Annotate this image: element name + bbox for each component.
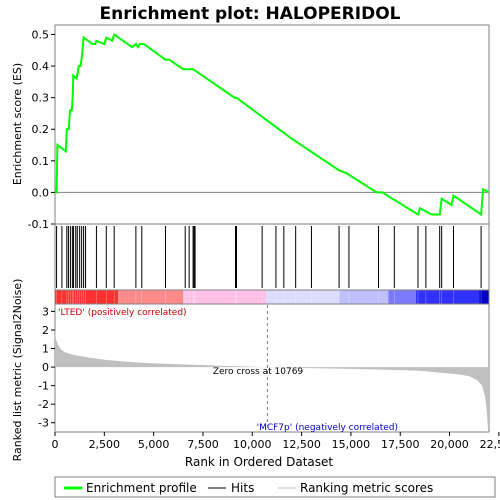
colorbar-segment xyxy=(266,290,340,304)
legend-frame xyxy=(54,476,496,498)
legend-hits-label: Hits xyxy=(231,481,254,495)
metric-y-tick-label: -3 xyxy=(38,417,49,430)
x-tick-label: 2,500 xyxy=(89,438,121,451)
enrichment-profile-line xyxy=(55,32,490,217)
x-axis-label: Rank in Ordered Dataset xyxy=(185,455,333,469)
es-y-tick-label: 0.5 xyxy=(32,28,50,41)
hits-panel xyxy=(54,223,490,291)
x-tick-label: 22,500 xyxy=(480,438,500,451)
rank-colorbar xyxy=(54,289,490,305)
x-tick-label: 0 xyxy=(52,438,59,451)
metric-y-tick-label: 1 xyxy=(42,343,49,356)
x-tick-label: 10,000 xyxy=(233,438,272,451)
metric-panel: 3 2 1 0 -1 -2 -3 Ranked list metric (Signal2No… xyxy=(11,279,490,462)
zero-cross-label: Zero cross at 10769 xyxy=(213,367,304,377)
colorbar-segment xyxy=(416,290,480,304)
colorbar-segment xyxy=(479,290,489,304)
es-y-tick-label: 0.2 xyxy=(32,123,50,136)
x-tick-label: 7,500 xyxy=(187,438,219,451)
metric-y-tick-label: -1 xyxy=(38,380,49,393)
neg-corr-label: 'MCF7p' (negatively correlated) xyxy=(257,423,398,433)
colorbar-segment xyxy=(183,290,267,304)
hit-marks xyxy=(56,226,482,288)
legend: Enrichment profile Hits Ranking metric s… xyxy=(54,476,496,498)
es-panel: -0.1 0.0 0.1 0.2 0.3 0.4 0.5 Enrichment score … xyxy=(11,24,490,231)
metric-y-tick-label: 3 xyxy=(42,305,49,318)
es-y-tick-label: 0.1 xyxy=(32,155,50,168)
metric-y-tick-label: 2 xyxy=(42,324,49,337)
metric-y-tick-label: -2 xyxy=(38,398,49,411)
es-y-tick-label: 0.3 xyxy=(32,92,50,105)
chart-title: Enrichment plot: HALOPERIDOL xyxy=(100,4,401,24)
x-tick-label: 12,500 xyxy=(282,438,321,451)
es-y-ticks: -0.1 0.0 0.1 0.2 0.3 0.4 0.5 xyxy=(28,28,55,231)
x-tick-label: 20,000 xyxy=(430,438,469,451)
es-y-tick-label: 0.0 xyxy=(32,186,50,199)
x-tick-label: 17,500 xyxy=(381,438,420,451)
x-axis-ticks: 0 2,500 5,000 7,500 10,000 12,500 15,000 17,500… xyxy=(52,432,500,451)
colorbar-segment xyxy=(339,290,389,304)
colorbar-segment xyxy=(118,290,184,304)
es-y-tick-label: 0.4 xyxy=(32,60,50,73)
x-tick-label: 5,000 xyxy=(138,438,170,451)
legend-metric-label: Ranking metric scores xyxy=(300,481,433,495)
hits-frame xyxy=(54,223,490,291)
legend-es-label: Enrichment profile xyxy=(86,481,197,495)
x-tick-label: 15,000 xyxy=(332,438,371,451)
es-y-tick-label: -0.1 xyxy=(28,218,49,231)
pos-corr-label: 'LTED' (positively correlated) xyxy=(58,308,187,318)
metric-y-ticks: 3 2 1 0 -1 -2 -3 xyxy=(38,305,55,430)
metric-ylabel: Ranked list metric (Signal2Noise) xyxy=(11,279,24,462)
metric-y-tick-label: 0 xyxy=(42,361,49,374)
colorbar-segment xyxy=(55,290,119,304)
colorbar-segment xyxy=(388,290,417,304)
es-ylabel: Enrichment score (ES) xyxy=(11,63,24,185)
